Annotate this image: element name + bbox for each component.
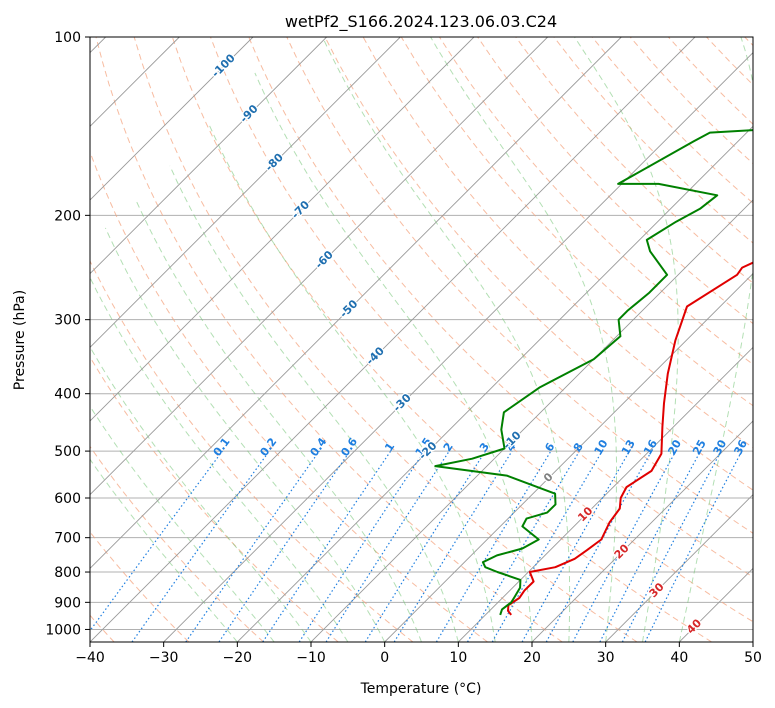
isotherm-line (237, 125, 753, 642)
mixing-ratio-line (131, 450, 270, 642)
mixing-ratio-line (262, 450, 392, 642)
dry-adiabat-line (90, 259, 414, 642)
isotherms (90, 37, 753, 642)
y-tick-label: 100 (54, 30, 81, 46)
dry-adiabat-line (90, 356, 339, 642)
mixing-ratio-line (298, 450, 425, 642)
moist-adiabat-line (208, 123, 496, 642)
dry-adiabat-line (515, 37, 753, 284)
x-tick-label: 10 (449, 650, 467, 666)
mixing-ratio-line (644, 450, 743, 642)
isotherm-line (90, 37, 254, 201)
isotherm-line (90, 37, 475, 422)
isotherm-line (458, 346, 753, 642)
y-tick-label: 500 (54, 444, 81, 460)
moist-adiabat-line (574, 37, 679, 642)
dry-adiabats (90, 37, 753, 642)
moist-adiabat-line (90, 276, 349, 642)
y-axis: 100 200 300 400 500 600 700 800 900 1000 (45, 30, 90, 638)
x-tick-label: −10 (296, 650, 326, 666)
moist-adiabat-line (90, 405, 275, 642)
x-axis-label: Temperature (°C) (360, 681, 482, 697)
plot-frame (89, 36, 754, 643)
dry-adiabat-line (90, 445, 264, 642)
isotherm-line (384, 273, 753, 642)
moist-adiabat-line (169, 165, 459, 642)
y-tick-label: 200 (54, 208, 81, 224)
dry-adiabat-line (286, 37, 753, 534)
x-tick-label: 20 (523, 650, 541, 666)
x-tick-label: 50 (744, 650, 762, 666)
x-tick-label: −40 (75, 650, 105, 666)
mixing-ratio-line (572, 450, 677, 642)
isotherm-line (531, 420, 753, 642)
moist-adiabat-line (678, 37, 753, 642)
x-tick-label: −20 (223, 650, 253, 666)
dry-adiabat-line (210, 37, 753, 623)
x-tick-label: −30 (149, 650, 179, 666)
y-tick-label: 800 (54, 565, 81, 581)
mixing-ratio-label: 25 (690, 438, 709, 458)
moist-adiabats (90, 37, 753, 642)
mixing-ratio-line (185, 450, 320, 642)
dry-adiabat-line (133, 37, 638, 642)
isotherm-line (90, 37, 327, 275)
dry-adiabat-line (324, 37, 753, 491)
y-tick-label: 600 (54, 491, 81, 507)
sounding-series (434, 129, 753, 616)
y-tick-label: 900 (54, 595, 81, 611)
dry-adiabat-line (248, 37, 753, 578)
isotherm-line (163, 52, 753, 642)
dry-adiabat-line (171, 37, 712, 642)
mixing-ratio-line (545, 450, 653, 642)
isotherm-line (605, 494, 753, 642)
moist-adiabat-line (322, 37, 571, 642)
chart-title: wetPf2_S166.2024.123.06.03.C24 (285, 12, 557, 32)
x-axis: −40 −30 −20 −10 0 10 20 30 40 50 (75, 642, 762, 666)
mixing-ratio-line (393, 450, 513, 642)
isotherm-line (90, 37, 696, 642)
mixing-ratio-label: 36 (731, 437, 750, 457)
y-tick-label: 1000 (45, 622, 81, 638)
y-tick-label: 700 (54, 531, 81, 547)
mixing-ratio-line (218, 450, 351, 642)
moist-adiabat-line (90, 458, 238, 642)
x-tick-label: 0 (380, 650, 389, 666)
x-tick-label: 30 (597, 650, 615, 666)
mixing-ratio-line (90, 450, 223, 632)
y-tick-label: 400 (54, 387, 81, 403)
temperature-profile-line (507, 261, 753, 616)
isotherm-line (90, 37, 548, 496)
moist-adiabat-line (104, 227, 386, 642)
x-tick-label: 40 (670, 650, 688, 666)
moist-adiabat-line (254, 72, 533, 642)
isotherm-line (310, 199, 753, 642)
isotherm-line (90, 37, 622, 569)
mixing-ratio-line (325, 450, 450, 642)
isotherm-line (90, 37, 401, 348)
dewpoint-profile-line (434, 129, 753, 616)
moist-adiabat-line (430, 37, 617, 642)
dry-adiabat-line (95, 37, 563, 642)
moist-adiabat-line (136, 201, 422, 642)
y-tick-label: 300 (54, 313, 81, 329)
y-axis-label: Pressure (hPa) (12, 290, 28, 390)
